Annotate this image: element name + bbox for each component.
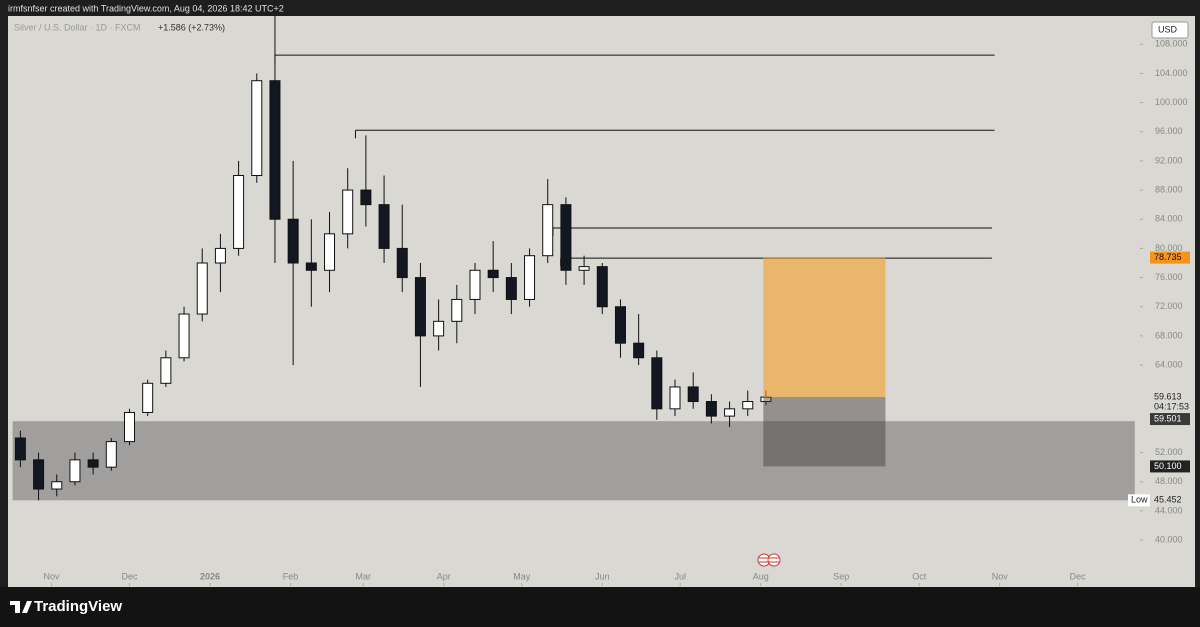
x-tick-label: Dec <box>121 571 138 581</box>
candle-body <box>542 204 554 257</box>
stop-area <box>763 397 886 467</box>
candle-body <box>505 277 517 300</box>
candle-body <box>269 80 281 220</box>
candle-body <box>305 262 317 271</box>
candle-body <box>324 233 336 271</box>
y-tick-label: 100.000 <box>1155 97 1188 107</box>
y-tick-label: 52.000 <box>1155 447 1183 457</box>
last-price-label: 59.613 <box>1154 391 1182 401</box>
x-tick-label: Dec <box>1070 571 1087 581</box>
y-tick-label: 76.000 <box>1155 272 1183 282</box>
y-tick-label: 92.000 <box>1155 155 1183 165</box>
candle-body <box>251 80 263 176</box>
x-tick-label: Feb <box>283 571 299 581</box>
candle-body <box>724 408 736 417</box>
y-tick-label: 64.000 <box>1155 359 1183 369</box>
x-tick-label: Mar <box>356 571 372 581</box>
plot-clip <box>12 16 1135 501</box>
candle-body <box>469 269 481 300</box>
legend-change: +1.586 (+2.73%) <box>158 22 225 32</box>
y-tick-label: 80.000 <box>1155 243 1183 253</box>
other-price: 59.501 <box>1154 413 1182 423</box>
candle-body <box>87 459 99 468</box>
x-tick-label: Sep <box>833 571 849 581</box>
x-tick-label: Oct <box>912 571 927 581</box>
footer-logo <box>10 601 32 613</box>
candle-body <box>396 247 408 279</box>
target-area <box>763 257 886 398</box>
candle-body <box>160 357 172 384</box>
stop-label-box <box>1150 460 1190 473</box>
y-tick-label: 104.000 <box>1155 68 1188 78</box>
y-tick-label: 40.000 <box>1155 534 1183 544</box>
candle-body <box>178 313 190 359</box>
y-tick-label: 72.000 <box>1155 301 1183 311</box>
x-tick-label: Nov <box>44 571 61 581</box>
candle-body <box>69 459 81 483</box>
x-tick-label: Aug <box>753 571 769 581</box>
candle-body <box>687 386 699 403</box>
candle-body <box>14 437 26 461</box>
countdown: 04:17:53 <box>1154 401 1189 411</box>
footer-brand: TradingView <box>34 598 122 615</box>
candle-body <box>578 266 590 271</box>
y-tick-label: 44.000 <box>1155 505 1183 515</box>
candle-body <box>287 218 299 264</box>
candle-body <box>123 411 135 443</box>
candle-body <box>596 266 608 308</box>
x-tick-label: May <box>513 571 531 581</box>
header: irmfsnfser created with TradingView.com,… <box>8 3 284 13</box>
candle-body <box>524 255 536 300</box>
other-price-box <box>1150 413 1190 426</box>
candle-body <box>142 382 154 413</box>
candle-body <box>742 401 754 410</box>
candle-body <box>342 189 354 235</box>
candle-body <box>705 401 717 417</box>
candle-body <box>560 204 572 271</box>
footer-bar <box>0 587 1200 627</box>
candle-body <box>433 320 445 337</box>
candle-body <box>633 342 645 359</box>
candle-body <box>614 306 626 344</box>
low-tag: Low <box>1131 495 1148 505</box>
event-icon <box>757 553 781 567</box>
candle-body <box>378 204 390 249</box>
candle-body <box>33 459 45 490</box>
candle-body <box>360 189 372 206</box>
low-tag-box <box>1128 494 1150 507</box>
stop-label: 50.100 <box>1154 461 1182 471</box>
y-tick-label: 96.000 <box>1155 126 1183 136</box>
candle-body <box>414 277 426 337</box>
candle-body <box>105 441 117 468</box>
support-zone <box>12 421 1135 501</box>
candle-body <box>669 386 681 410</box>
candle-body <box>651 357 663 410</box>
candle-body <box>214 247 226 264</box>
x-tick-label: Jul <box>674 571 686 581</box>
low-value: 45.452 <box>1154 495 1182 505</box>
y-tick-label: 68.000 <box>1155 330 1183 340</box>
target-label-box <box>1150 251 1190 264</box>
legend-title: Silver / U.S. Dollar · 1D · FXCM <box>14 22 141 32</box>
currency-box <box>1151 21 1189 39</box>
candle-body <box>487 269 499 279</box>
y-tick-label: 108.000 <box>1155 39 1188 49</box>
x-tick-label: Jun <box>595 571 610 581</box>
target-label: 78.735 <box>1154 252 1182 262</box>
y-tick-label: 48.000 <box>1155 476 1183 486</box>
plot <box>12 16 1135 501</box>
currency: USD <box>1158 24 1178 34</box>
x-tick-label: Apr <box>437 571 451 581</box>
x-tick-label: Nov <box>992 571 1009 581</box>
y-tick-label: 88.000 <box>1155 184 1183 194</box>
y-tick-label: 84.000 <box>1155 214 1183 224</box>
x-tick-label: 2026 <box>200 571 220 581</box>
candle-body <box>233 174 245 249</box>
candle-body <box>451 298 463 322</box>
candle-body <box>51 481 63 490</box>
candle-body <box>196 262 208 315</box>
